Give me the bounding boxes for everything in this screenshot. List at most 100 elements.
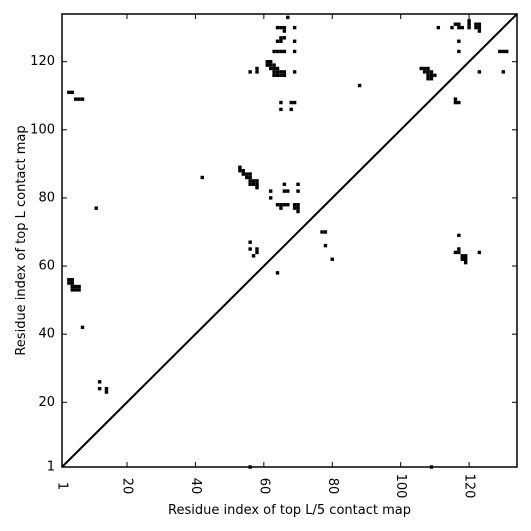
contact-point xyxy=(292,70,297,74)
contact-point xyxy=(272,66,276,71)
contact-point xyxy=(296,189,300,193)
contact-point xyxy=(268,66,273,71)
contact-point xyxy=(463,260,468,265)
contact-point xyxy=(453,250,458,255)
contact-point xyxy=(248,182,252,187)
contact-point xyxy=(272,73,276,78)
contact-point xyxy=(279,49,283,54)
contact-point xyxy=(323,243,328,248)
contact-point xyxy=(279,39,283,43)
contact-point xyxy=(275,39,280,43)
contact-point xyxy=(460,254,464,258)
contact-point xyxy=(245,172,249,176)
contact-point xyxy=(268,59,273,64)
x-tick-label: 80 xyxy=(325,478,340,495)
contact-point xyxy=(248,247,252,251)
contact-point xyxy=(282,182,287,187)
contact-point xyxy=(419,66,423,71)
contact-point xyxy=(477,22,482,26)
contact-point xyxy=(429,73,434,78)
contact-point xyxy=(282,70,287,74)
contact-point xyxy=(279,206,283,210)
contact-point xyxy=(241,172,246,176)
x-tick-label: 120 xyxy=(462,474,477,499)
x-tick-label: 20 xyxy=(120,478,135,495)
contact-point xyxy=(272,49,276,54)
contact-point xyxy=(255,66,259,71)
contact-point xyxy=(453,22,458,26)
contact-point xyxy=(70,288,74,292)
contact-point xyxy=(282,203,287,207)
contact-point xyxy=(255,250,259,255)
contact-point xyxy=(248,172,252,176)
contact-point xyxy=(77,284,81,289)
y-tick-label: 100 xyxy=(30,122,55,137)
x-tick-label: 40 xyxy=(188,478,203,495)
contact-point xyxy=(248,70,252,74)
contact-point xyxy=(275,49,280,54)
contact-point xyxy=(97,386,102,391)
contact-point xyxy=(282,36,287,40)
contact-point xyxy=(286,203,290,207)
x-axis-title: Residue index of top L/5 contact map xyxy=(168,503,411,518)
contact-point xyxy=(245,175,249,180)
diagonal-line xyxy=(61,13,518,468)
contact-point xyxy=(248,240,252,244)
contact-point xyxy=(272,63,276,67)
contact-point xyxy=(279,70,283,74)
contact-point xyxy=(498,49,502,54)
contact-point xyxy=(422,70,427,74)
contact-point xyxy=(77,97,81,101)
contact-point xyxy=(282,73,287,78)
contact-point xyxy=(426,77,430,81)
contact-point xyxy=(467,25,471,30)
contact-point xyxy=(296,182,300,187)
contact-point xyxy=(70,90,74,95)
contact-point xyxy=(286,189,290,193)
y-tick-label: 60 xyxy=(38,259,55,274)
x-tick-label: 100 xyxy=(393,474,408,499)
contact-point xyxy=(426,73,430,78)
contact-point xyxy=(296,203,300,207)
contact-point xyxy=(268,196,273,200)
contact-point xyxy=(200,175,204,180)
contact-point xyxy=(323,230,328,234)
y-tick-label: 120 xyxy=(30,54,55,69)
contact-point xyxy=(357,83,362,88)
contact-point xyxy=(104,386,109,391)
contact-point xyxy=(292,203,297,207)
contact-point xyxy=(501,49,506,54)
contact-point xyxy=(70,281,74,285)
contact-point xyxy=(282,29,287,33)
contact-point xyxy=(460,257,464,261)
contact-point xyxy=(289,107,293,112)
contact-point xyxy=(426,70,430,74)
contact-point xyxy=(241,168,246,173)
contact-point xyxy=(296,209,300,214)
contact-point xyxy=(282,189,287,193)
y-axis-title: Residue index of top L contact map xyxy=(14,125,29,355)
contact-point xyxy=(268,63,273,67)
contact-point xyxy=(474,25,478,30)
contact-point xyxy=(275,70,280,74)
contact-point xyxy=(429,70,434,74)
contact-point xyxy=(460,25,464,30)
contact-point xyxy=(474,22,478,26)
contact-point xyxy=(457,39,461,43)
contact-point xyxy=(268,189,273,193)
contact-point xyxy=(104,390,109,394)
contact-point xyxy=(251,254,256,258)
contact-point xyxy=(436,25,441,30)
contact-point xyxy=(320,230,324,234)
contact-point xyxy=(275,203,280,207)
contact-point xyxy=(67,277,71,282)
contact-point xyxy=(453,100,458,105)
contact-point xyxy=(275,271,280,275)
contact-point xyxy=(477,29,482,33)
contact-point xyxy=(426,66,430,71)
contact-point xyxy=(330,257,334,261)
contact-point xyxy=(255,70,259,74)
contact-point xyxy=(265,59,269,64)
contact-point xyxy=(457,22,461,26)
contact-point xyxy=(265,63,269,67)
